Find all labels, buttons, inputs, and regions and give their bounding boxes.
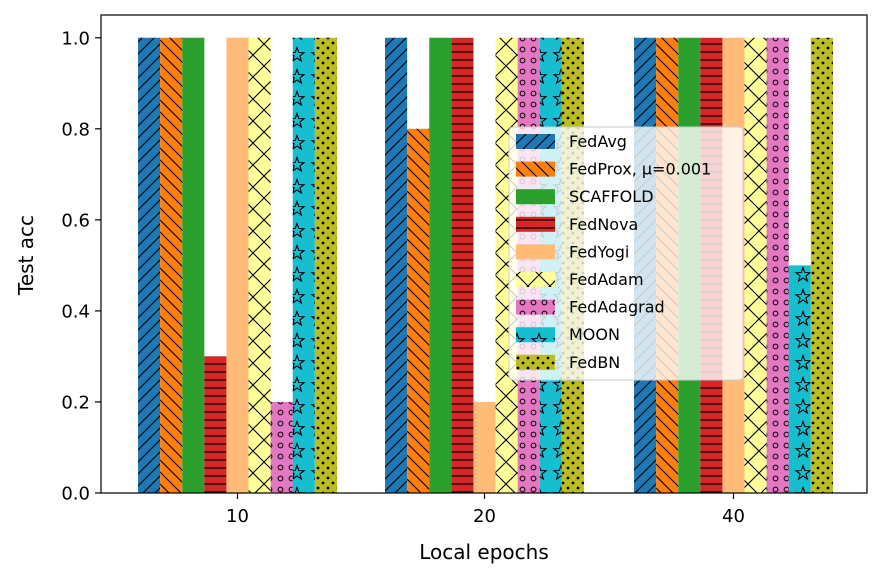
bar-hatch xyxy=(766,37,789,494)
legend-swatch-hatch xyxy=(516,299,555,315)
bar-hatch xyxy=(385,37,408,494)
bar-hatch xyxy=(788,265,811,493)
y-tick-label: 1.0 xyxy=(61,28,90,49)
bar-hatch xyxy=(744,37,767,494)
bar-hatch xyxy=(314,37,337,494)
y-tick-label: 0.6 xyxy=(61,210,90,231)
legend-swatch-hatch xyxy=(516,354,555,370)
y-tick-label: 0.4 xyxy=(61,301,90,322)
axes-layer: 0.0 0.2 0.4 0.6 0.8 1.0 10 20 40 xyxy=(61,14,868,527)
x-tick-label: 40 xyxy=(722,506,745,527)
legend-swatch-hatch xyxy=(516,161,555,177)
legend-label: FedProx, μ=0.001 xyxy=(569,160,711,179)
legend: FedAvg FedProx, μ=0.001 SCAFFOLD FedNova Fed… xyxy=(508,126,744,381)
y-tick-label: 0.8 xyxy=(61,119,90,140)
bar-scaffold-20 xyxy=(429,37,452,494)
legend-swatch-hatch xyxy=(516,134,555,149)
legend-swatch-hatch xyxy=(516,272,555,287)
bar-hatch xyxy=(451,37,474,494)
bar-hatch xyxy=(810,37,833,494)
legend-swatch xyxy=(516,244,555,260)
bar-hatch xyxy=(204,356,227,493)
bar-hatch xyxy=(270,401,293,493)
legend-swatch-hatch xyxy=(516,216,555,232)
y-axis-label: Test acc xyxy=(14,215,38,296)
bar-fedyogi-10 xyxy=(226,37,249,494)
bar-hatch xyxy=(138,37,161,494)
bar-hatch xyxy=(248,37,271,494)
bar-scaffold-10 xyxy=(182,37,205,494)
legend-label: SCAFFOLD xyxy=(569,187,654,206)
x-tick-label: 10 xyxy=(226,506,249,527)
x-tick-label: 20 xyxy=(473,506,496,527)
y-tick-label: 0.0 xyxy=(61,484,90,505)
bar-hatch xyxy=(160,37,183,494)
legend-label: FedNova xyxy=(569,215,638,234)
bar-fedyogi-20 xyxy=(473,401,496,493)
legend-label: MOON xyxy=(569,325,620,344)
legend-label: FedBN xyxy=(569,353,620,372)
legend-swatch-hatch xyxy=(516,327,555,343)
x-axis-label: Local epochs xyxy=(419,540,549,564)
legend-swatch xyxy=(516,189,555,205)
legend-label: FedAdam xyxy=(569,270,644,289)
bar-hatch xyxy=(292,37,315,494)
legend-label: FedAdagrad xyxy=(569,298,665,317)
bar-hatch xyxy=(407,128,430,494)
legend-label: FedAvg xyxy=(569,132,627,151)
y-tick-label: 0.2 xyxy=(61,392,90,413)
legend-label: FedYogi xyxy=(569,242,629,261)
legend-box xyxy=(508,126,744,381)
